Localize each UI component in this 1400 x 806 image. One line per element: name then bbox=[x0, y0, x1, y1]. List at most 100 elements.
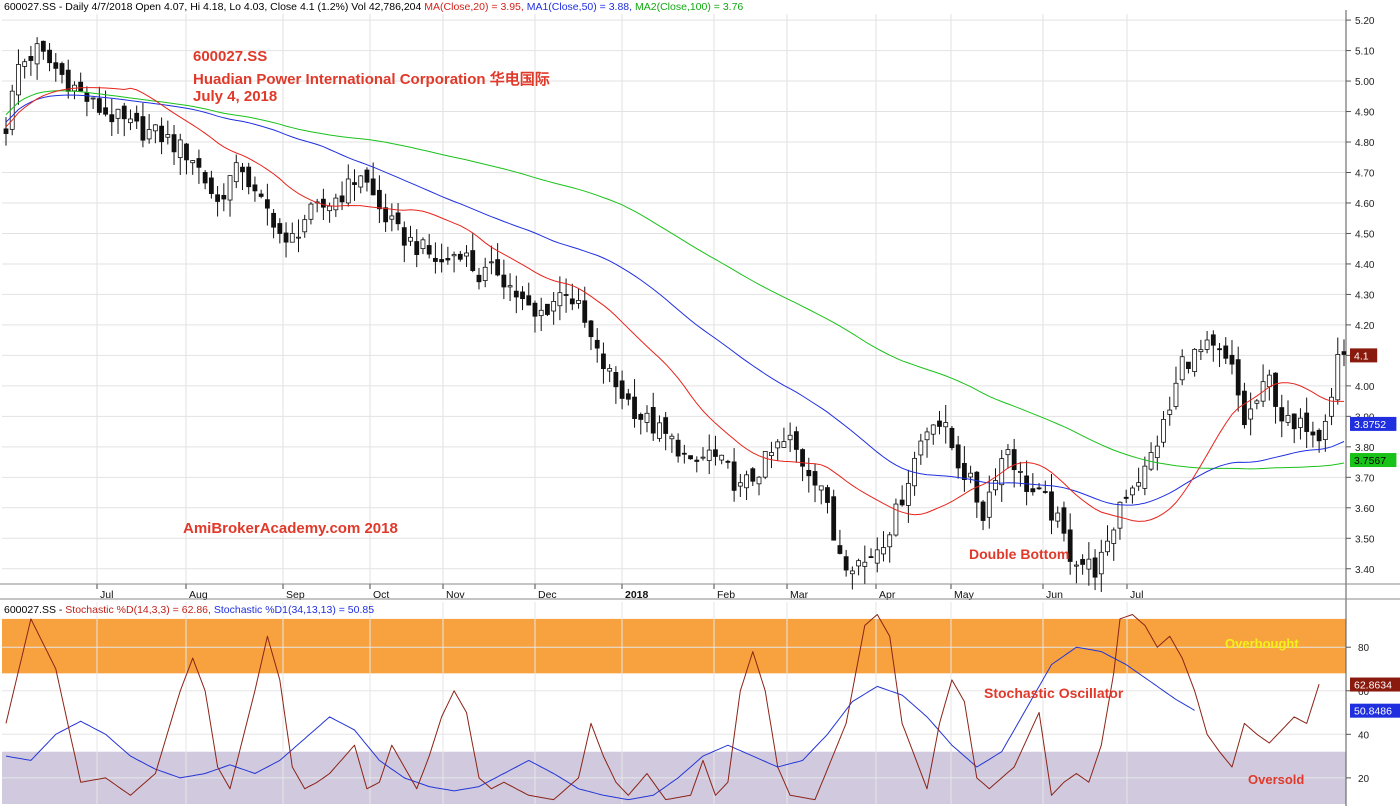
month-label: Aug bbox=[189, 589, 208, 600]
candle-body bbox=[109, 114, 115, 123]
candle-body bbox=[719, 454, 725, 461]
candle-body bbox=[1092, 557, 1098, 578]
candle-body bbox=[1304, 412, 1310, 432]
candle-body bbox=[825, 487, 830, 503]
candle-body bbox=[445, 258, 451, 261]
candle-body bbox=[277, 223, 283, 234]
candle-body bbox=[762, 451, 768, 478]
candle-body bbox=[1011, 449, 1017, 471]
candle-body bbox=[725, 460, 731, 463]
ma50-line bbox=[5, 94, 1345, 506]
month-label: Sep bbox=[286, 589, 305, 600]
candle-body bbox=[283, 232, 289, 243]
candle-body bbox=[333, 197, 339, 211]
candle-body bbox=[955, 444, 961, 469]
candle-body bbox=[84, 92, 90, 102]
candle-body bbox=[576, 300, 581, 304]
candle-body bbox=[532, 302, 538, 317]
candle-body bbox=[538, 309, 544, 317]
ma50-tag-text: 3.8752 bbox=[1354, 419, 1386, 431]
candle-body bbox=[644, 412, 650, 423]
month-label: May bbox=[954, 589, 975, 600]
candle-body bbox=[134, 112, 140, 122]
candle-body bbox=[1161, 418, 1166, 443]
candle-body bbox=[246, 166, 252, 188]
candle-body bbox=[1186, 361, 1191, 369]
candle-body bbox=[993, 480, 998, 491]
candle-body bbox=[986, 491, 992, 518]
candle-body bbox=[184, 143, 189, 161]
candle-body bbox=[190, 160, 196, 164]
candle-body bbox=[968, 472, 974, 478]
candle-body bbox=[1285, 415, 1291, 423]
candle-body bbox=[215, 194, 220, 202]
candle-body bbox=[171, 134, 177, 153]
candle-body bbox=[1030, 488, 1036, 493]
price-header-base: 600027.SS - Daily 4/7/2018 Open 4.07, Hi… bbox=[4, 1, 425, 13]
stochastic-oscillator-annotation: Stochastic Oscillator bbox=[984, 685, 1124, 701]
candle-body bbox=[451, 254, 457, 257]
month-label: Jun bbox=[1046, 589, 1063, 600]
candle-body bbox=[1322, 420, 1328, 440]
candle-body bbox=[140, 116, 146, 141]
candle-body bbox=[308, 203, 314, 220]
candle-body bbox=[563, 294, 569, 296]
price-tick-label: 4.70 bbox=[1355, 169, 1375, 180]
candle-body bbox=[507, 285, 513, 288]
month-label: 2018 bbox=[625, 589, 649, 600]
candle-body bbox=[1042, 491, 1048, 493]
candle-body bbox=[862, 561, 868, 567]
candle-body bbox=[1067, 529, 1073, 562]
price-tick-label: 4.60 bbox=[1355, 199, 1375, 210]
price-tick-label: 4.00 bbox=[1355, 382, 1375, 393]
month-label: Jul bbox=[1130, 589, 1143, 600]
candle-body bbox=[227, 175, 233, 201]
candle-body bbox=[1142, 465, 1148, 489]
candle-body bbox=[731, 461, 737, 491]
candle-body bbox=[1098, 551, 1104, 575]
candle-body bbox=[1254, 400, 1260, 404]
stoch-d1-tag-bg bbox=[1350, 703, 1400, 718]
candle-body bbox=[433, 257, 438, 262]
candle-body bbox=[1248, 408, 1254, 420]
ma100-tag: 3.7567 bbox=[1350, 453, 1397, 468]
stoch-d-header: Stochastic %D(14,3,3) = 62.86, bbox=[65, 604, 214, 616]
candle-body bbox=[669, 435, 675, 440]
candle-body bbox=[364, 169, 370, 183]
ma20-line bbox=[5, 87, 1344, 522]
stoch-tick-label: 40 bbox=[1358, 730, 1370, 741]
candle-body bbox=[296, 236, 301, 239]
stochastic-chart: 20 40 60 80 62.8634 50.8486 bbox=[2, 600, 1400, 806]
candle-body bbox=[582, 300, 588, 323]
candle-body bbox=[320, 198, 326, 208]
ma50-tag: 3.8752 bbox=[1350, 416, 1397, 431]
candle-body bbox=[706, 449, 712, 461]
last-close-tag-text: 4.1 bbox=[1354, 350, 1369, 362]
candle-body bbox=[495, 259, 501, 276]
candle-body bbox=[526, 295, 532, 306]
candle-body bbox=[837, 545, 843, 554]
candle-body bbox=[551, 301, 557, 312]
candle-body bbox=[121, 105, 127, 120]
candle-body bbox=[1173, 382, 1179, 407]
candle-body bbox=[1279, 407, 1285, 422]
candle-body bbox=[146, 129, 152, 140]
candle-body bbox=[159, 125, 164, 143]
candle-body bbox=[289, 233, 295, 243]
price-tick-label: 3.40 bbox=[1355, 565, 1375, 576]
candle-body bbox=[700, 456, 706, 459]
candle-body bbox=[1316, 429, 1322, 442]
month-label: Mar bbox=[790, 589, 809, 600]
candle-body bbox=[408, 236, 413, 242]
candle-body bbox=[1086, 558, 1092, 570]
candle-body bbox=[781, 441, 787, 448]
candle-body bbox=[115, 108, 121, 119]
candle-body bbox=[1005, 449, 1011, 456]
last-close-tag: 4.1 bbox=[1350, 348, 1378, 363]
month-label: Dec bbox=[538, 589, 557, 600]
candle-body bbox=[482, 266, 488, 281]
candle-body bbox=[339, 195, 345, 203]
candle-body bbox=[601, 353, 606, 370]
candle-body bbox=[849, 570, 855, 575]
candle-body bbox=[28, 56, 34, 61]
